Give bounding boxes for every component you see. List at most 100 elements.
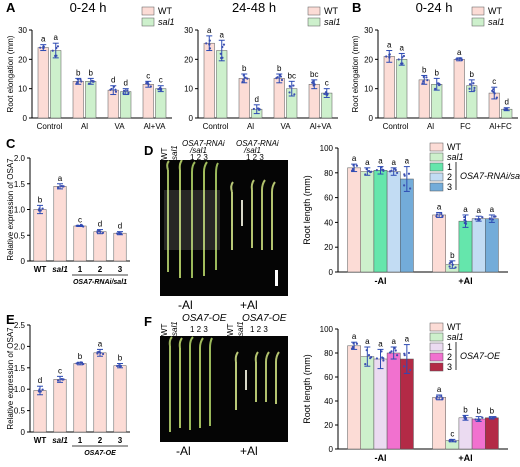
e-expression-bar-1-point-4 <box>61 378 64 381</box>
label-d-plus-al: +Al <box>240 298 258 312</box>
label-f-sal1-left: sal1 <box>170 321 179 336</box>
f-root-length-bar-2-0 <box>373 358 388 450</box>
f-root-length-bar-2-0-point-2 <box>382 357 385 360</box>
d-root-length-ylabel: Root length (mm) <box>302 175 312 245</box>
c-expression-bar-2 <box>73 225 87 262</box>
a-24-48h-sig-0-0: a <box>207 26 212 35</box>
a-24-48h-ytick-label-1: 10 <box>184 85 193 94</box>
f-root-length-bar-3-0-point-0 <box>388 351 392 354</box>
f-root-length-sig-3-0: a <box>391 337 396 346</box>
d-root-length-ytick-label-5: 100 <box>320 144 334 153</box>
chart-a-0-24h: 0 10 20 30 Control a a Al b b VA d d Al+VA c c 0-24 h Roo… <box>6 0 175 131</box>
f-root-length-ytick-label-4: 80 <box>324 349 333 358</box>
a-24-48h-xtick-label-1: Al <box>247 122 254 131</box>
f-root-length-bar-1-0-point-4 <box>369 356 372 360</box>
e-expression-sig-3: a <box>98 339 103 348</box>
a-0-24h-bar-0-0-point-3 <box>39 46 42 49</box>
a-0-24h-bar-1-1-point-4 <box>91 79 95 83</box>
c-expression-bar-1-point-0 <box>56 186 60 189</box>
e-expression-group-label: OSA7-OE <box>84 450 116 457</box>
f-root-length-bar-4-0-point-2 <box>403 365 406 368</box>
a-0-24h-bar-0-1-point-4 <box>80 80 83 83</box>
f-root-length-legend-label-1: sal1 <box>447 332 464 342</box>
e-expression-xtick-label-1: sal1 <box>52 436 68 445</box>
a-0-24h-xtick-label-1: Al <box>81 122 88 131</box>
seedlings-d-minus-al <box>164 160 220 278</box>
b-0-24h-sig-0-3: c <box>492 77 496 86</box>
a-0-24h-bar-1-2-point-3 <box>122 92 125 95</box>
f-root-length-xtick-label-0: -Al <box>375 453 387 463</box>
d-root-length-bar-0-0 <box>347 167 361 273</box>
b-0-24h-bar-1-1-point-4 <box>437 82 441 85</box>
d-root-length-bar-3-1-point-3 <box>478 218 481 221</box>
a-0-24h-xtick-label-0: Control <box>37 122 63 131</box>
e-expression-xtick-label-0: WT <box>34 436 47 445</box>
f-root-length-sig-0-1: a <box>437 385 442 394</box>
f-root-length-bar-1-0-point-1 <box>364 362 367 366</box>
f-root-length-legend-swatch-0 <box>429 322 444 332</box>
a-0-24h-bar-0-1 <box>72 81 84 119</box>
b-0-24h-xtick-label-1: Al <box>427 122 434 131</box>
a-24-48h-bar-0-3 <box>308 84 320 119</box>
f-root-length-bar-4-1 <box>485 417 499 450</box>
seedlings-f <box>168 336 280 432</box>
d-root-length-bar-2-0-point-3 <box>375 169 378 172</box>
d-root-length-sig-3-0: a <box>391 158 396 167</box>
d-root-length-bar-4-0-point-1 <box>407 172 411 175</box>
d-root-length-legend-label-4: 3 <box>447 182 452 192</box>
d-root-length-legend-swatch-3 <box>429 172 444 182</box>
d-root-length-ytick-label-0: 0 <box>329 268 334 277</box>
a-0-24h-bar-1-3 <box>155 88 167 119</box>
b-0-24h-sig-0-0: a <box>387 41 392 50</box>
label-d-nums-right: 1 2 3 <box>246 153 264 162</box>
e-expression-ytick-label-1: 0.5 <box>14 407 26 416</box>
b-0-24h-bar-0-0 <box>383 56 395 119</box>
d-root-length-bar-4-1-point-4 <box>492 215 496 218</box>
b-0-24h-sig-1-3: d <box>505 98 509 107</box>
d-root-length-legend-label-1: sal1 <box>447 152 464 162</box>
label-f-wt-left: WT <box>160 323 169 336</box>
f-root-length-legend-swatch-4 <box>429 362 444 372</box>
d-root-length-bar-2-0 <box>373 170 388 273</box>
a-24-48h-bar-0-2-point-3 <box>276 76 279 79</box>
f-root-length-bar-0-1-point-3 <box>435 397 438 400</box>
label-f-wt-right: WT <box>226 323 235 336</box>
a-24-48h-bar-1-2-point-4 <box>288 84 291 88</box>
a-0-24h-sig-1-3: c <box>159 76 163 85</box>
a-24-48h-sig-1-3: c <box>325 79 329 88</box>
a-24-48h-bar-0-2 <box>273 78 285 119</box>
a-24-48h-bar-0-1 <box>238 78 250 119</box>
a-0-24h-sig-1-0: a <box>54 33 59 42</box>
b-0-24h-sig-0-2: a <box>457 48 462 57</box>
b-0-24h-ylabel: Root elongation (mm) <box>351 35 360 112</box>
a-24-48h-bar-1-2-point-1 <box>292 84 295 87</box>
c-expression-bar-4-point-3 <box>116 232 119 235</box>
e-expression-sig-2: b <box>78 352 83 361</box>
f-root-length-bar-4-0-point-4 <box>403 352 406 355</box>
a-0-24h-legend-swatch-0 <box>141 6 155 16</box>
f-root-length-sig-1-1: c <box>450 429 454 438</box>
label-d-nums-left: 1 2 3 <box>190 153 208 162</box>
c-expression-sig-1: a <box>58 174 63 183</box>
label-d-wt-left: WT <box>160 147 169 160</box>
b-0-24h-bar-1-0-point-0 <box>397 58 400 61</box>
f-root-length-sig-4-1: b <box>490 407 495 416</box>
f-root-length-bar-1-0 <box>360 356 375 450</box>
label-f-oe-right: OSA7-OE <box>242 313 287 324</box>
c-expression-ytick-label-0: 0 <box>21 257 26 266</box>
b-0-24h-bar-0-3-point-0 <box>495 96 498 99</box>
e-expression-bar-2 <box>73 363 87 433</box>
a-24-48h-legend-label-1: sal1 <box>324 17 341 27</box>
a-24-48h-sig-0-1: b <box>242 64 247 73</box>
c-expression-xtick-label-2: 1 <box>78 265 83 274</box>
c-expression-xtick-label-3: 2 <box>98 265 103 274</box>
a-24-48h-ytick-label-2: 20 <box>184 55 193 64</box>
d-root-length-bar-3-1-point-4 <box>481 216 484 219</box>
seedling-photo-f <box>160 336 288 442</box>
e-expression-bar-4 <box>113 365 127 433</box>
f-root-length-legend-swatch-3 <box>429 352 444 362</box>
d-root-length-sig-4-0: a <box>405 157 410 166</box>
d-root-length-sig-4-1: a <box>490 205 495 214</box>
